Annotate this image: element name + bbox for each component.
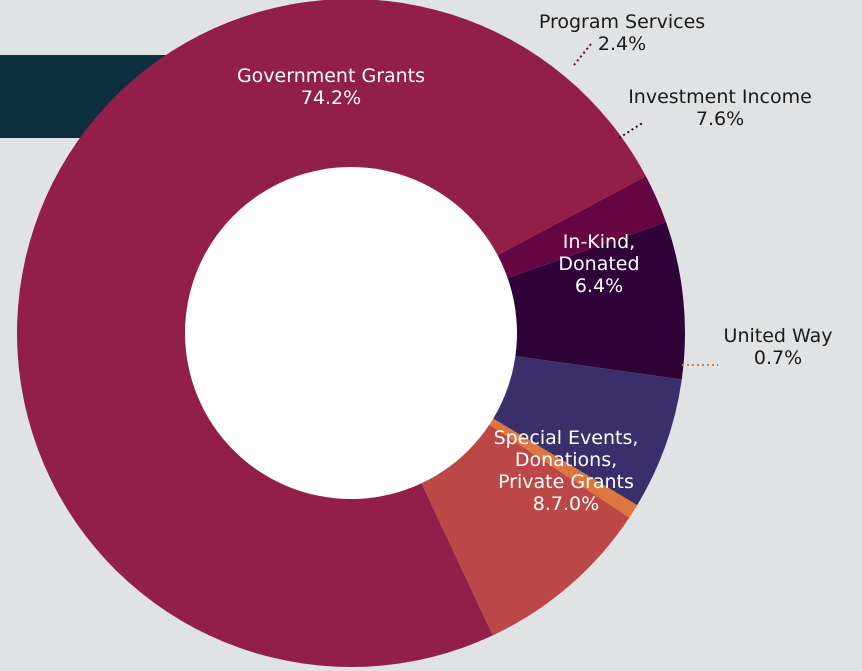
label-line-government-grants: Government Grants (237, 65, 425, 87)
value-united-way: 0.7% (754, 347, 802, 369)
label-line-special-events-donations-private-grants: Private Grants (498, 471, 634, 493)
value-special-events-donations-private-grants: 8.7.0% (533, 493, 599, 515)
label-united-way: United Way 0.7% (724, 325, 833, 369)
donut-hole (185, 167, 517, 499)
value-in-kind-donated: 6.4% (575, 275, 623, 297)
slice-labels: Program Services 2.4% Investment Income 7.6… (237, 11, 833, 515)
label-line-in-kind-donated: In-Kind, (563, 231, 635, 253)
label-line-special-events-donations-private-grants: Special Events, (494, 427, 639, 449)
value-government-grants: 74.2% (301, 87, 361, 109)
label-program-services: Program Services 2.4% (539, 11, 705, 55)
label-line-program-services: Program Services (539, 11, 705, 33)
label-line-united-way: United Way (724, 325, 833, 347)
label-line-special-events-donations-private-grants: Donations, (515, 449, 617, 471)
leader-line-program-services (573, 43, 592, 66)
value-investment-income: 7.6% (696, 108, 744, 130)
label-investment-income: Investment Income 7.6% (628, 86, 812, 130)
leader-line-investment-income (618, 121, 645, 139)
label-line-in-kind-donated: Donated (558, 253, 639, 275)
label-government-grants: Government Grants 74.2% (237, 65, 425, 109)
label-special-events-donations-private-grants: Special Events, Donations, Private Grants 8… (494, 427, 639, 515)
label-line-investment-income: Investment Income (628, 86, 812, 108)
leader-lines (573, 43, 718, 366)
label-in-kind-donated: In-Kind, Donated 6.4% (558, 231, 639, 297)
value-program-services: 2.4% (598, 33, 646, 55)
